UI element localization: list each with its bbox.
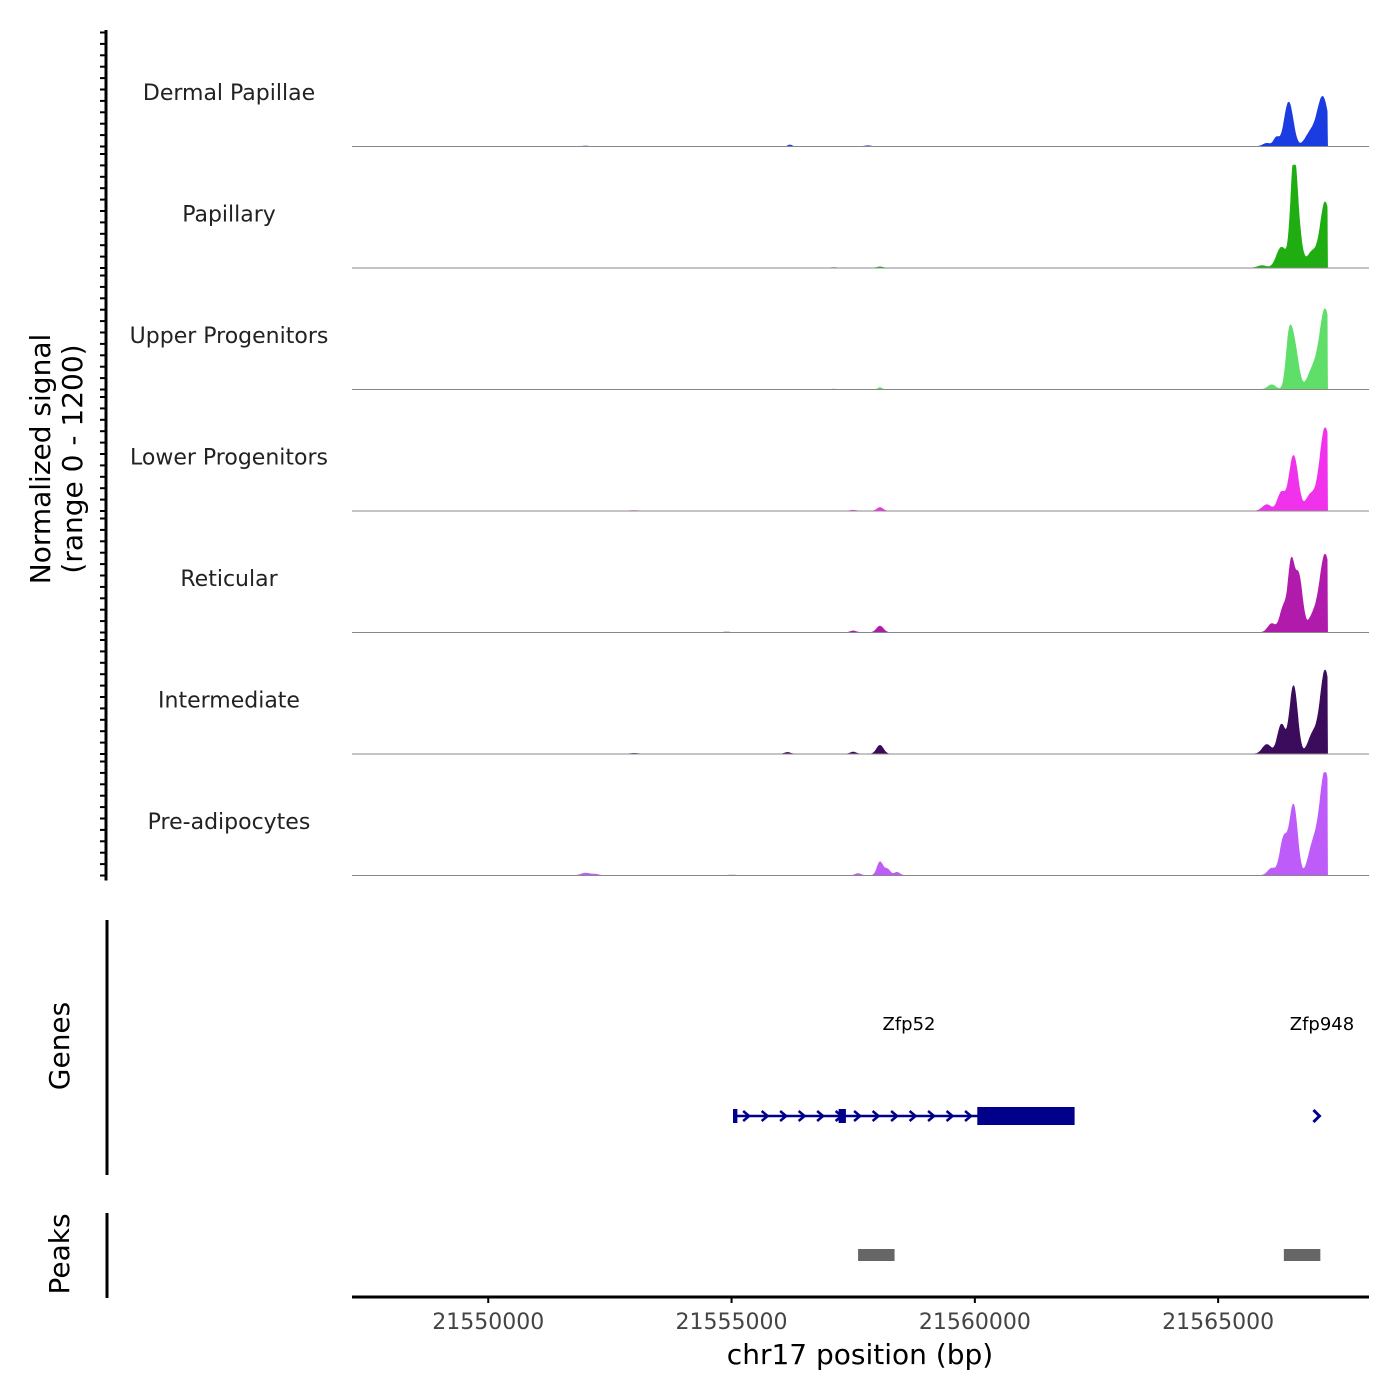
track-label: Upper Progenitors (130, 324, 329, 349)
signal-area (352, 427, 1369, 512)
gene-label: Zfp52 (883, 1014, 936, 1035)
track-label: Lower Progenitors (130, 446, 328, 471)
gene-models: Zfp52 Zfp948 (733, 1014, 1354, 1125)
strand-arrow (890, 1110, 900, 1122)
x-tick-label: 21565000 (1162, 1310, 1274, 1335)
strand-arrow (908, 1110, 918, 1122)
peak-region (1283, 1249, 1321, 1261)
peak-regions (858, 1249, 1321, 1261)
track-label: Papillary (182, 203, 276, 228)
x-tick-label: 21550000 (432, 1310, 544, 1335)
genes-panel: Genes Zfp52 Zfp948 (43, 920, 1354, 1175)
x-axis: 21550000 21555000 21560000 21565000 chr17 p… (352, 1295, 1369, 1371)
peaks-track-title: Peaks (43, 1213, 76, 1294)
signal-area (352, 164, 1369, 269)
track-papillary: Papillary (182, 164, 1369, 269)
coverage-tracks: Dermal Papillae Papillary Upper Progenitor… (130, 81, 1369, 876)
track-upper-progenitors: Upper Progenitors (130, 308, 1369, 390)
exon (838, 1109, 846, 1123)
coverage-y-axis (100, 30, 108, 881)
signal-area (352, 772, 1369, 876)
peak-region (858, 1249, 895, 1261)
strand-arrow (945, 1110, 955, 1122)
peaks-panel: Peaks (43, 1213, 1321, 1298)
exon (977, 1107, 1075, 1125)
x-axis-title: chr17 position (bp) (727, 1338, 993, 1371)
track-pre-adipocytes: Pre-adipocytes (148, 772, 1369, 876)
y-axis-title-line2: (range 0 - 1200) (56, 344, 89, 573)
strand-arrow (797, 1110, 807, 1122)
strand-arrow (853, 1110, 863, 1122)
genes-track-title: Genes (43, 1002, 76, 1090)
strand-arrow (927, 1110, 937, 1122)
track-reticular: Reticular (180, 553, 1369, 633)
strand-arrow (742, 1110, 752, 1122)
strand-arrow (871, 1110, 881, 1122)
x-axis-ticks: 21550000 21555000 21560000 21565000 (432, 1297, 1274, 1335)
x-tick-label: 21560000 (919, 1310, 1031, 1335)
signal-area (352, 96, 1369, 147)
signal-area (352, 553, 1369, 633)
track-intermediate: Intermediate (158, 669, 1369, 755)
x-tick-label: 21555000 (676, 1310, 788, 1335)
strand-arrow (779, 1110, 789, 1122)
strand-arrow (760, 1110, 770, 1122)
strand-arrow (964, 1110, 973, 1122)
signal-area (352, 669, 1369, 755)
track-label: Dermal Papillae (143, 81, 315, 106)
track-dermal-papillae: Dermal Papillae (143, 81, 1369, 147)
gene-label: Zfp948 (1290, 1014, 1354, 1035)
track-lower-progenitors: Lower Progenitors (130, 427, 1369, 512)
strand-arrow (1312, 1108, 1322, 1124)
y-axis-title-line1: Normalized signal (24, 334, 57, 585)
exon (733, 1109, 738, 1123)
strand-arrow (816, 1110, 826, 1122)
track-label: Reticular (180, 567, 278, 592)
signal-area (352, 308, 1369, 390)
track-label: Intermediate (158, 689, 300, 714)
track-label: Pre-adipocytes (148, 810, 311, 835)
gene-zfp52: Zfp52 (733, 1014, 1075, 1125)
y-axis-title: Normalized signal (range 0 - 1200) (24, 334, 89, 585)
gene-zfp948: Zfp948 (1290, 1014, 1354, 1124)
